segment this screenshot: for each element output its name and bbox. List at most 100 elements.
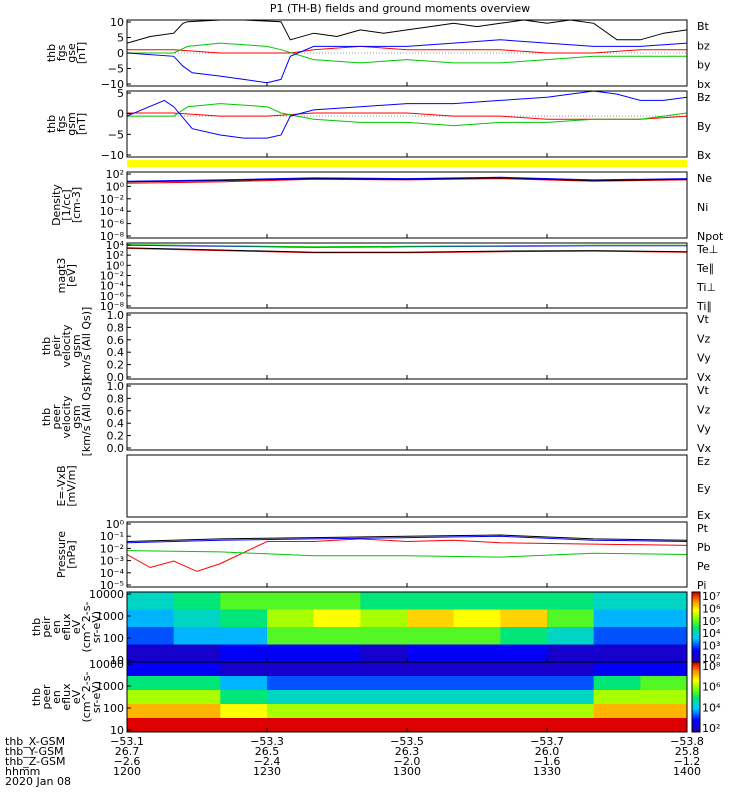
heatmap-cell (127, 690, 175, 705)
x-row-value: 26.7 (115, 745, 140, 758)
colorbar-cell (692, 716, 700, 719)
y-axis-label: eV (70, 689, 83, 704)
x-row-value: 1400 (673, 765, 701, 778)
heatmap-cell (547, 676, 595, 691)
y-axis-label: Density (50, 184, 63, 226)
legend-entry-Ni: Ni (697, 201, 708, 214)
x-row-value: 1300 (393, 765, 421, 778)
legend-entry-Vz: Vz (697, 403, 711, 416)
colorbar-cell (692, 695, 700, 698)
y-tick-label: 10⁻⁶ (100, 218, 125, 231)
heatmap-cell (313, 690, 361, 705)
colorbar-tick: 10⁶ (702, 681, 721, 694)
colorbar-cell (692, 705, 700, 708)
colorbar-cell (692, 632, 700, 635)
heatmap-cell (500, 592, 548, 610)
y-tick-label: 0.2 (107, 430, 125, 443)
y-tick-label: 10² (106, 249, 124, 262)
colorbar-tick: 10² (702, 722, 720, 735)
heatmap-cell (173, 609, 221, 628)
heatmap-cell (453, 718, 501, 733)
heatmap-cell (593, 644, 641, 663)
heatmap-cell (173, 627, 221, 645)
colorbar-cell (692, 602, 700, 605)
heatmap-cell (547, 662, 595, 677)
y-axis-label: [mV/m] (65, 465, 78, 506)
heatmap-cell (453, 609, 501, 628)
heatmap-cell (173, 704, 221, 719)
legend-entry-Vx: Vx (697, 442, 712, 455)
colorbar-cell (692, 667, 700, 670)
panel-frame (126, 521, 688, 588)
legend-entry-Vx: Vx (697, 371, 712, 384)
y-axis-label: thb (40, 337, 53, 355)
heatmap-cell (593, 704, 641, 719)
legend-entry-bz: bz (697, 39, 710, 52)
heatmap-cell (173, 676, 221, 691)
colorbar-cell (692, 690, 700, 693)
legend-entry-Vz: Vz (697, 332, 711, 345)
x-row-value: 26.5 (255, 745, 280, 758)
colorbar-cell (692, 670, 700, 673)
legend-entry-By: By (697, 120, 712, 133)
colorbar-cell (692, 719, 700, 722)
colorbar-tick: 10⁸ (702, 660, 721, 673)
y-tick-label: 0.4 (107, 346, 125, 359)
heatmap-cell (220, 627, 268, 645)
heatmap-cell (500, 704, 548, 719)
y-tick-label: 0.4 (107, 417, 125, 430)
heatmap-cell (407, 718, 455, 733)
heatmap-cell (640, 676, 688, 691)
heatmap-cell (453, 592, 501, 610)
heatmap-cell (127, 676, 175, 691)
heatmap-cell (640, 704, 688, 719)
colorbar-cell (692, 683, 700, 686)
x-row-value: −53.5 (390, 735, 424, 748)
x-row-value: 1230 (253, 765, 281, 778)
heatmap-cell (127, 592, 175, 610)
colorbar-cell (692, 642, 700, 645)
colorbar-cell (692, 595, 700, 598)
y-axis-label: thb (45, 44, 58, 62)
colorbar-cell (692, 691, 700, 694)
heatmap-cell (127, 718, 175, 733)
colorbar-cell (692, 725, 700, 728)
colorbar-cell (692, 616, 700, 619)
colorbar-cell (692, 656, 700, 659)
colorbar-tick: 10⁴ (702, 627, 721, 640)
y-axis-label: thb (40, 408, 53, 426)
series-Ti∥ (126, 244, 687, 248)
heatmap-cell (267, 718, 315, 733)
y-tick-label: 10² (106, 168, 124, 181)
y-tick-label: 100 (103, 702, 124, 715)
heatmap-cell (500, 690, 548, 705)
colorbar-cell (692, 648, 700, 651)
x-row-value: −1.2 (674, 755, 701, 768)
colorbar-cell (692, 644, 700, 647)
y-tick-label: 10⁻⁸ (100, 230, 125, 243)
heatmap-cell (313, 627, 361, 645)
y-tick-label: −5 (108, 128, 124, 141)
y-tick-label: 10⁻⁴ (100, 280, 125, 293)
heatmap-cell (407, 627, 455, 645)
heatmap-cell (593, 627, 641, 645)
y-tick-label: 100 (103, 632, 124, 645)
colorbar-tick: 10⁶ (702, 602, 721, 615)
heatmap-cell (547, 592, 595, 610)
y-tick-label: 10⁻² (100, 193, 124, 206)
x-row-value: −2.6 (114, 755, 141, 768)
y-axis-label: velocity (60, 395, 73, 438)
colorbar-cell (692, 653, 700, 656)
heatmap-cell (407, 690, 455, 705)
y-axis-label: eflux (60, 683, 73, 711)
y-tick-label: 10 (110, 724, 124, 737)
x-row-value: −53.8 (670, 735, 704, 748)
colorbar-cell (692, 663, 700, 666)
series-bx (126, 39, 688, 84)
y-axis-label: sr-eV) (90, 611, 103, 643)
y-tick-label: −10 (101, 149, 124, 162)
colorbar-tick: 10⁴ (702, 701, 721, 714)
colorbar-cell (692, 627, 700, 630)
